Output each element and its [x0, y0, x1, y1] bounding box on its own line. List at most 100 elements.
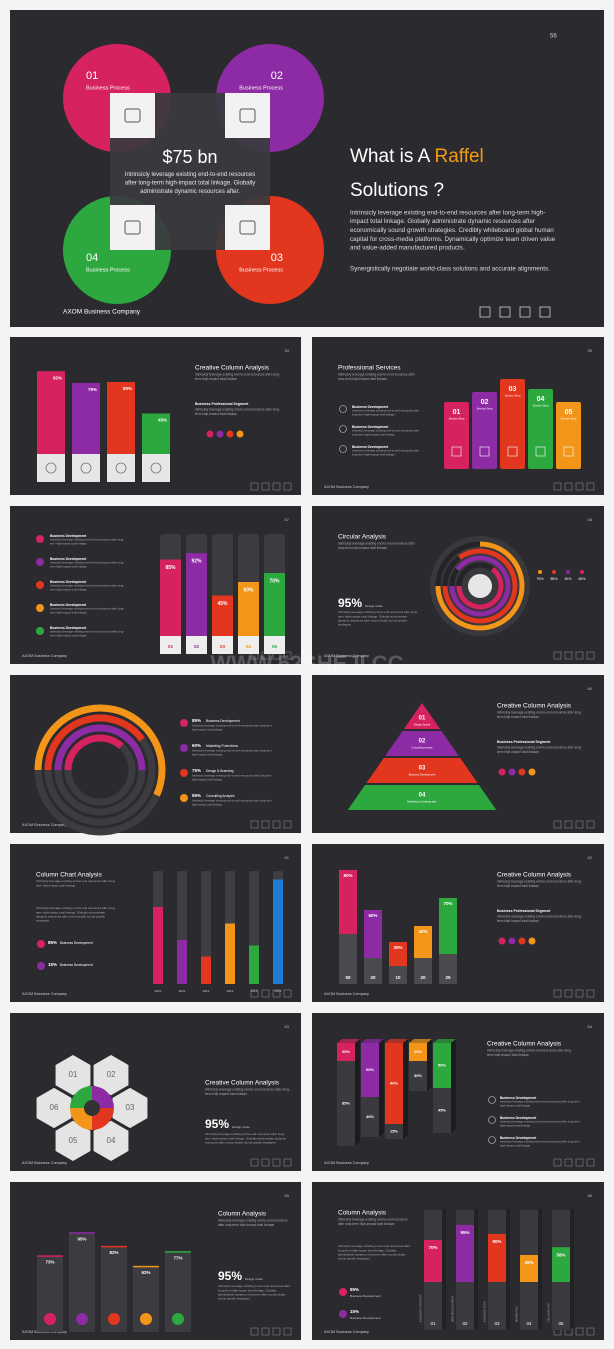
social-icon	[283, 651, 292, 660]
legend-label: 85%	[550, 577, 557, 581]
level-number: 01	[419, 716, 426, 722]
page-number: 55	[588, 348, 593, 353]
slide: 57 AXOM Business Company Business Developm…	[10, 506, 301, 664]
social-icon	[519, 306, 531, 318]
bar	[520, 1255, 538, 1282]
item-title: Consulting Analysis	[206, 794, 235, 798]
paragraph: Intrinsicly leverage existing end-to-end…	[352, 429, 420, 437]
social-icon	[272, 1158, 281, 1167]
slide-title: Column Chart Analysis	[36, 872, 102, 879]
slide-bg	[312, 844, 604, 1002]
stat: 95%	[205, 1117, 229, 1131]
paragraph-box: Intrinsicly leverage existing end-to-end…	[338, 1244, 410, 1260]
bar-name: BUSINESS PLAN	[483, 1301, 487, 1322]
lower-label: 85%	[342, 1101, 350, 1106]
bar-number: 02	[194, 644, 200, 649]
slide: AXOM Business Company 85% Business Develop…	[10, 675, 301, 836]
bar-label: 60%	[243, 587, 254, 593]
bar	[177, 940, 187, 984]
step-number: 05	[565, 409, 573, 416]
item-icon	[37, 940, 45, 948]
paragraph-box: Intrinsicly leverage existing end-to-end…	[352, 409, 419, 416]
paragraph-box: Intrinsicly leverage existing end-to-end…	[50, 561, 124, 568]
step-label: Business Process	[86, 85, 130, 91]
paragraph: Intrinsicly leverage existing end-to-end…	[497, 745, 582, 754]
body-text-box: Intrinsicly leverage existing end-to-end…	[350, 208, 556, 252]
bar-number: 03	[494, 1321, 500, 1326]
social-icon	[553, 989, 562, 998]
lower-label: 40%	[366, 1114, 374, 1119]
body-text: Intrinsicly leverage existing end-to-end…	[350, 208, 556, 252]
bar-cap	[165, 1251, 191, 1253]
bar-lower	[361, 1097, 379, 1137]
slide-title: Professional Services	[338, 365, 401, 372]
bar-cap	[133, 1265, 159, 1268]
bar	[186, 553, 207, 636]
item-icon	[339, 445, 347, 453]
paragraph: Intrinsicly leverage existing end-to-end…	[36, 906, 116, 923]
base-label: 50	[345, 975, 351, 980]
legend-dot	[580, 570, 584, 574]
bar-top	[409, 1039, 432, 1043]
page-number: 63	[285, 1024, 290, 1029]
paragraph: Intrinsicly leverage existing end-to-end…	[36, 879, 116, 887]
item-icon	[36, 581, 44, 589]
paragraph-box: Intrinsicly leverage existing end-to-end…	[218, 1284, 290, 1300]
item-value: 60%	[192, 743, 201, 748]
paragraph-box: Intrinsicly leverage existing end-to-end…	[205, 1132, 286, 1144]
bar-label: 60%	[368, 913, 377, 918]
social-icon	[575, 820, 584, 829]
bar	[201, 956, 211, 984]
bar-side	[506, 1207, 510, 1330]
bar-number: 04	[526, 1321, 532, 1326]
level-number: 03	[419, 766, 426, 772]
hex-number: 04	[107, 1136, 116, 1145]
paragraph: Intrinsicly leverage existing end-to-end…	[500, 1140, 580, 1148]
step-label: Business Process	[239, 267, 283, 273]
social-icon	[272, 1327, 281, 1336]
paragraph-box: Intrinsicly leverage existing end-to-end…	[500, 1140, 580, 1148]
bar-name: BUSINESS STRATEGY	[419, 1294, 423, 1322]
bar-lower	[385, 1124, 403, 1139]
bar	[488, 1234, 506, 1282]
social-icon	[586, 989, 595, 998]
footer: AXOM Business Company	[22, 1161, 67, 1165]
item-title: Business Development	[500, 1096, 537, 1100]
step-block	[528, 389, 553, 469]
social-icon	[272, 482, 281, 491]
lower-label: 15%	[390, 1129, 398, 1134]
step-number: 01	[453, 409, 461, 416]
social-icon	[539, 306, 551, 318]
icon	[479, 446, 490, 457]
item-title: Business Development	[60, 941, 93, 945]
paragraph-box: Intrinsicly leverage existing end-to-end…	[497, 879, 582, 887]
color-dot	[206, 430, 214, 438]
bar	[337, 1043, 355, 1061]
icon	[507, 446, 518, 457]
paragraph: Intrinsicly leverage existing end-to-end…	[338, 372, 415, 381]
base-label: 10	[395, 975, 401, 980]
item-value: 15%	[48, 962, 57, 967]
social-icon	[261, 1158, 270, 1167]
paragraph-box: Intrinsicly leverage existing end-to-end…	[192, 749, 272, 756]
icon-box	[37, 454, 65, 482]
footer: AXOM Business Company	[63, 309, 141, 316]
legend-dot	[566, 570, 570, 574]
paragraph-box: Intrinsicly leverage existing end-to-end…	[497, 745, 582, 754]
bar-cap	[101, 1245, 127, 1248]
social-icon	[283, 1158, 292, 1167]
item-icon	[36, 627, 44, 635]
item-value: 75%	[192, 768, 201, 773]
color-dot	[528, 937, 536, 945]
step-number: 04	[537, 396, 545, 403]
bar-tab	[212, 636, 233, 654]
item-value: 85%	[192, 718, 201, 723]
social-icon	[553, 651, 562, 660]
hexagon	[92, 1119, 130, 1163]
icon	[239, 220, 256, 235]
bar	[249, 945, 259, 984]
item-title: Business Development	[350, 1316, 381, 1320]
social-icon	[283, 989, 292, 998]
